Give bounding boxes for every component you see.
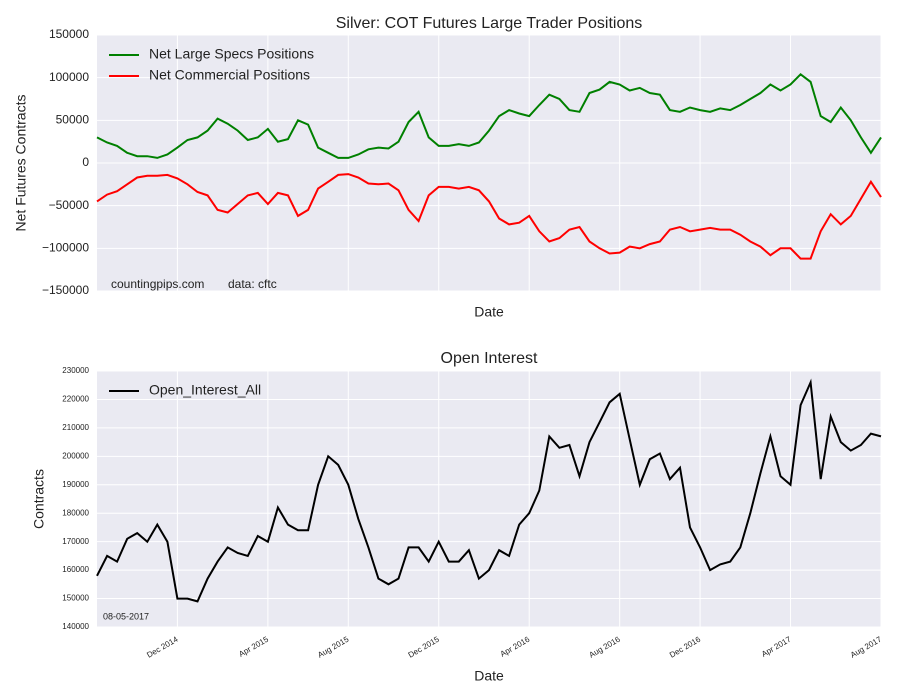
y-tick-label: 50000	[56, 113, 90, 127]
legend-label: Net Large Specs Positions	[149, 46, 314, 62]
annotation: data: cftc	[228, 277, 277, 291]
y-tick-label: 220000	[62, 395, 89, 404]
legend-label: Open_Interest_All	[149, 382, 261, 398]
x-tick-label: Apr 2016	[499, 634, 532, 658]
x-tick-label: Dec 2016	[668, 634, 703, 659]
y-tick-label: −100000	[42, 241, 89, 255]
x-axis-label: Date	[474, 304, 504, 320]
y-tick-label: −50000	[49, 198, 90, 212]
plot-area	[97, 371, 881, 627]
y-tick-label: 210000	[62, 423, 89, 432]
y-axis-label: Contracts	[31, 469, 47, 529]
y-tick-label: 200000	[62, 451, 89, 460]
y-tick-label: 100000	[49, 70, 89, 84]
data-line	[96, 173, 882, 260]
y-axis-label: Net Futures Contracts	[13, 95, 29, 232]
y-tick-label: 150000	[49, 27, 89, 41]
data-line	[96, 72, 882, 159]
y-tick-label: 180000	[62, 508, 89, 517]
y-tick-label: 150000	[62, 594, 89, 603]
x-tick-label: Apr 2015	[237, 634, 270, 658]
chart-title: Silver: COT Futures Large Trader Positio…	[336, 15, 643, 32]
x-axis-label: Date	[474, 668, 504, 684]
y-tick-label: 170000	[62, 537, 89, 546]
y-tick-label: 0	[82, 155, 89, 169]
x-tick-label: Dec 2015	[407, 634, 442, 659]
data-line	[96, 378, 882, 603]
x-tick-label: Dec 2014	[145, 634, 180, 659]
y-tick-label: −150000	[42, 283, 89, 297]
x-tick-label: Aug 2016	[588, 634, 623, 659]
annotation: 08-05-2017	[103, 611, 149, 621]
x-tick-label: Aug 2015	[316, 634, 351, 659]
y-tick-label: 140000	[62, 622, 89, 631]
x-tick-label: Aug 2017	[849, 634, 884, 659]
legend-label: Net Commercial Positions	[149, 67, 310, 83]
annotation: countingpips.com	[111, 277, 204, 291]
chart-title: Open Interest	[441, 350, 539, 367]
y-tick-label: 160000	[62, 565, 89, 574]
y-tick-label: 190000	[62, 480, 89, 489]
y-tick-label: 230000	[62, 366, 89, 375]
x-tick-label: Apr 2017	[760, 634, 793, 658]
